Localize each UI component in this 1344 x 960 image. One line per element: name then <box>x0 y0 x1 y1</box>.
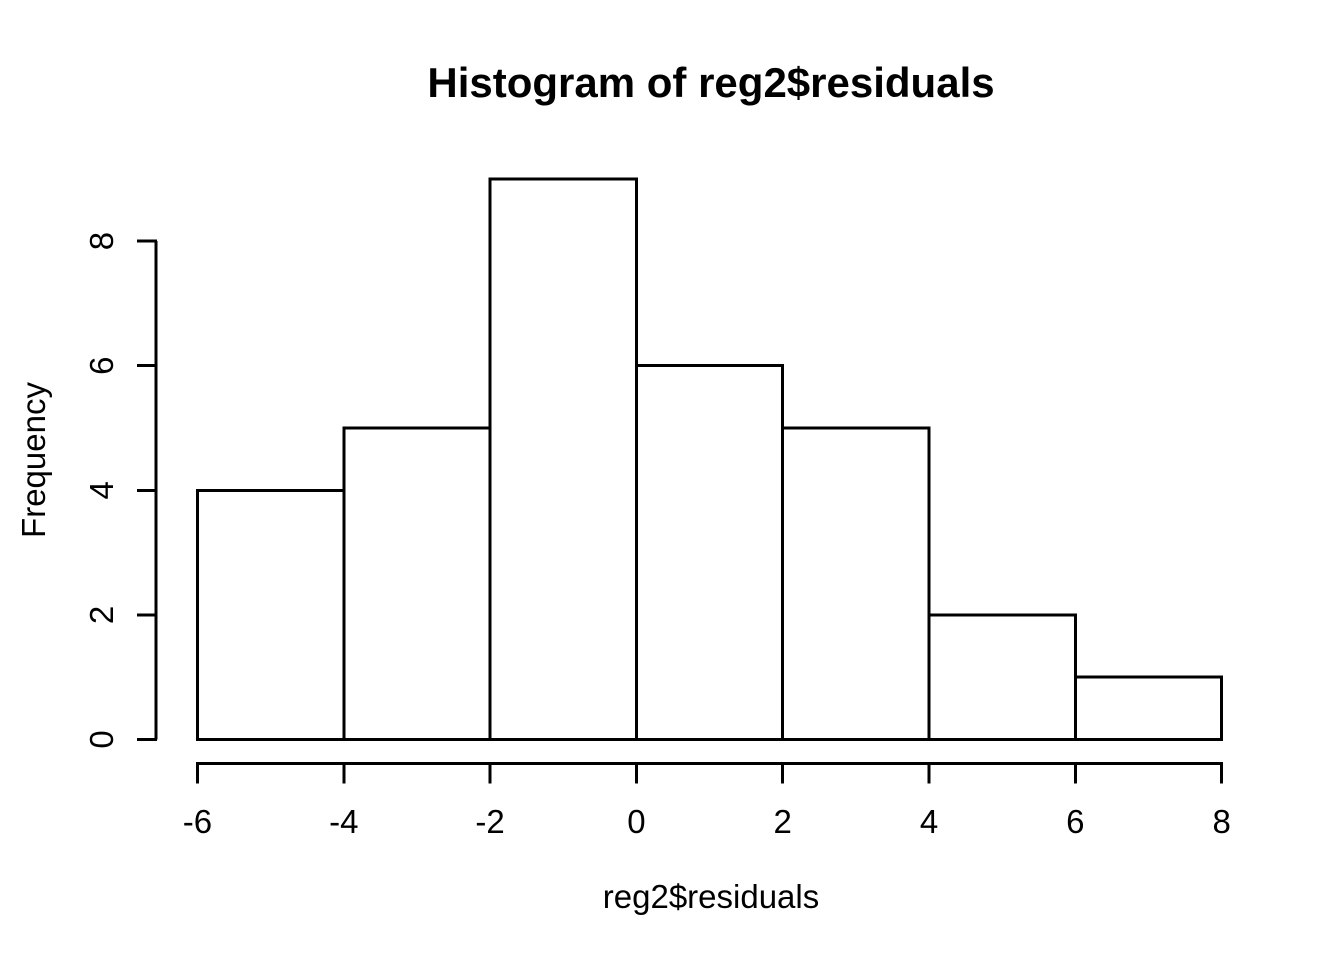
x-axis: -6 -4 -2 0 2 4 6 8 <box>183 762 1231 840</box>
histogram-bar <box>342 426 492 741</box>
x-tick-label: 6 <box>1066 803 1084 840</box>
x-tick-label: -6 <box>183 803 212 840</box>
x-tick-label: -4 <box>329 803 358 840</box>
y-axis: 0 2 4 6 8 <box>83 232 158 749</box>
y-tick-label: 4 <box>83 481 120 499</box>
x-tick-label: 8 <box>1213 803 1231 840</box>
y-tick-label: 6 <box>83 357 120 375</box>
x-tick-label: -2 <box>475 803 504 840</box>
y-tick-label: 2 <box>83 606 120 624</box>
histogram-bar <box>195 488 346 741</box>
x-tick-label: 0 <box>627 803 645 840</box>
histogram-bar <box>488 177 638 742</box>
histogram-bar <box>781 426 931 741</box>
x-tick-label: 4 <box>920 803 938 840</box>
y-tick-label: 8 <box>83 232 120 250</box>
histogram-bar <box>927 613 1077 742</box>
chart-title: Histogram of reg2$residuals <box>427 59 994 106</box>
y-tick-label: 0 <box>83 730 120 748</box>
x-tick-label: 2 <box>774 803 792 840</box>
bars-group <box>195 177 1224 742</box>
y-axis-title: Frequency <box>15 382 52 538</box>
histogram-bar <box>1073 675 1224 742</box>
x-axis-title: reg2$residuals <box>603 878 819 915</box>
histogram-bar <box>634 364 785 741</box>
